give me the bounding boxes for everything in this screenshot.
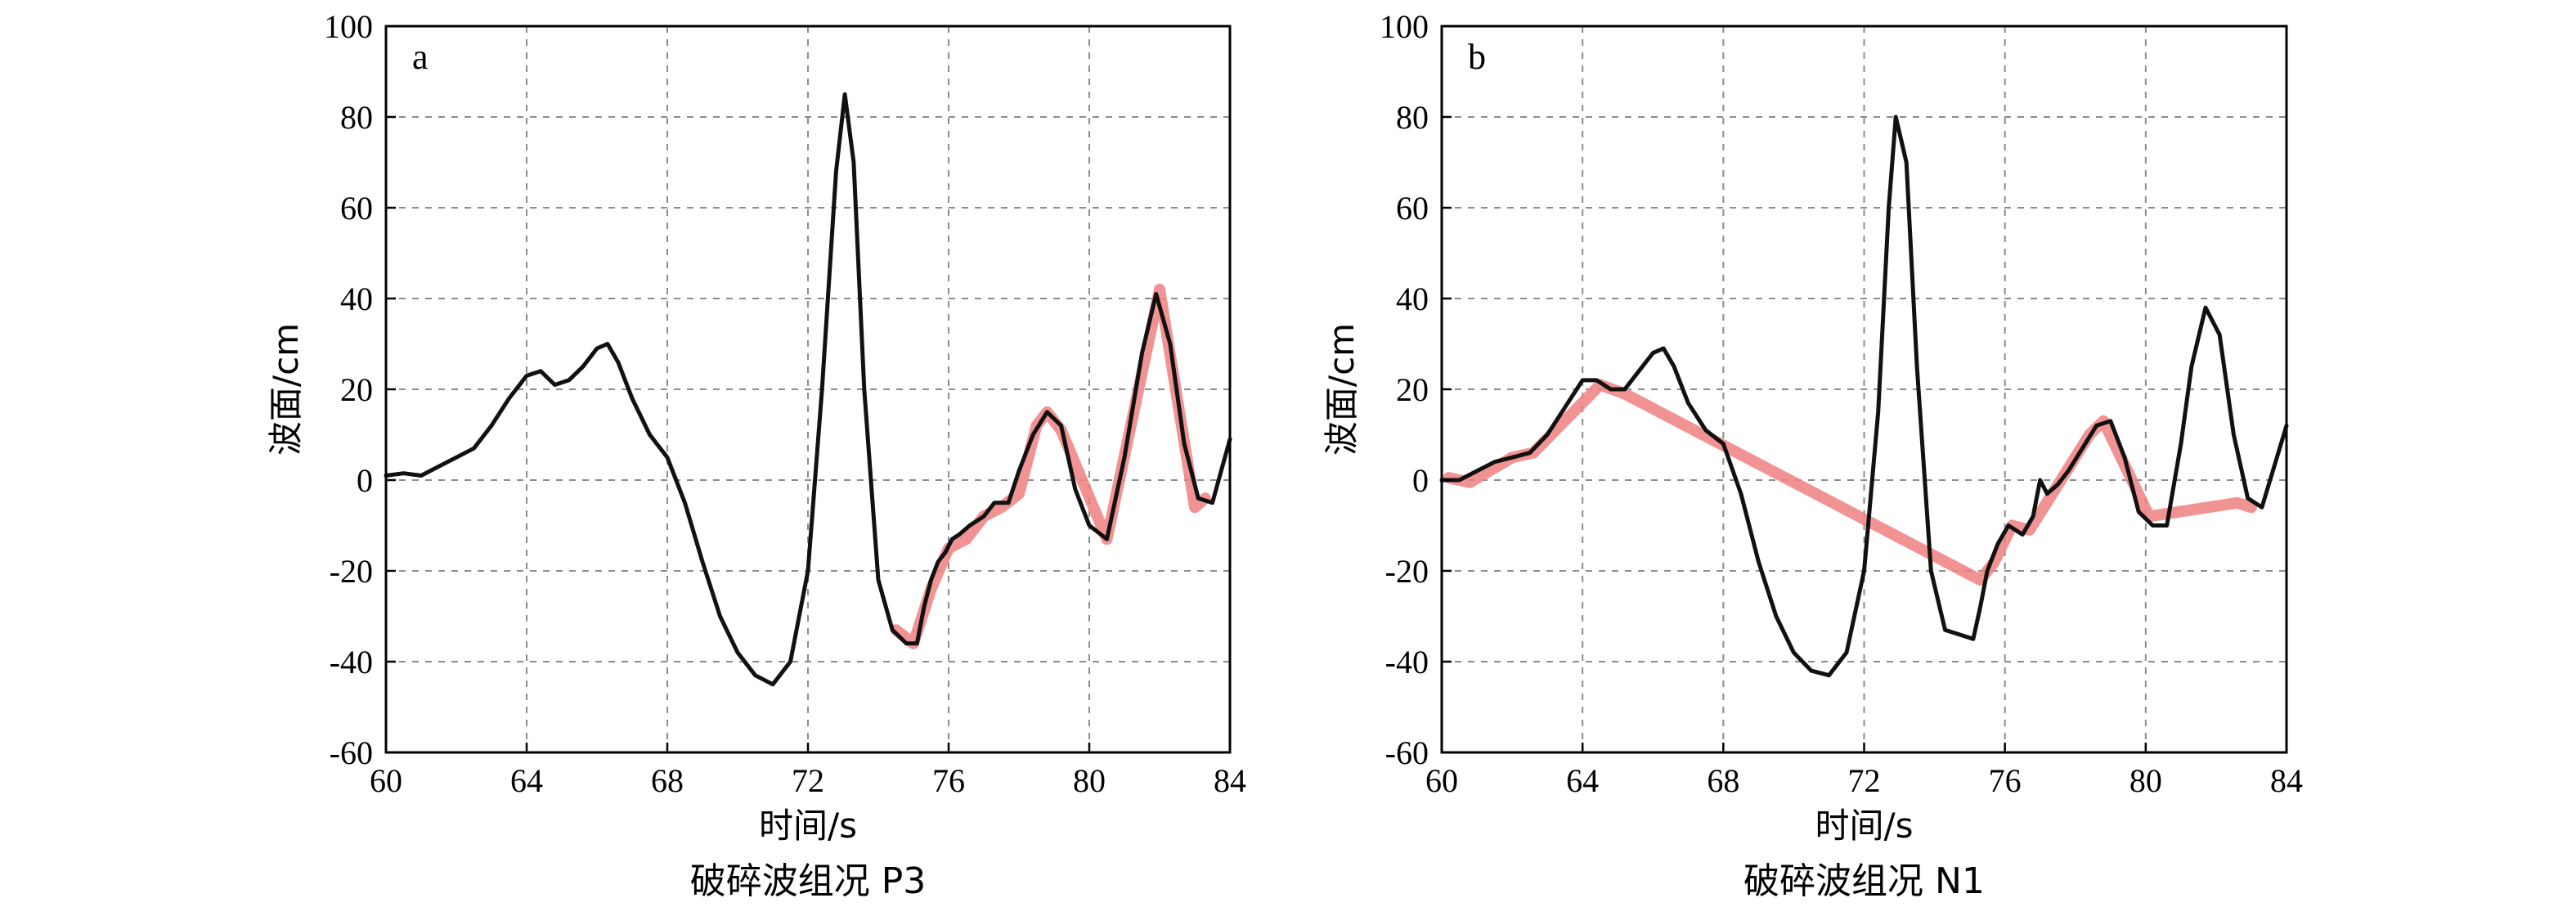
x-tick-label: 60 xyxy=(370,762,402,799)
x-tick-label: 80 xyxy=(2129,762,2162,799)
y-tick-label: 80 xyxy=(340,99,373,136)
y-tick-label: 20 xyxy=(1396,371,1429,408)
y-tick-label: 20 xyxy=(340,371,373,408)
x-tick-label: 76 xyxy=(932,762,965,799)
panel-caption: 破碎波组况 N1 xyxy=(1744,860,1985,902)
x-tick-label: 84 xyxy=(2270,762,2303,799)
y-tick-label: -40 xyxy=(330,644,373,680)
y-tick-label: 40 xyxy=(340,281,373,317)
x-tick-label: 64 xyxy=(1566,762,1599,799)
series-line-black xyxy=(384,92,1232,687)
x-tick-label: 68 xyxy=(651,762,684,799)
y-tick-label: -60 xyxy=(1385,734,1429,771)
x-tick-label: 68 xyxy=(1707,762,1739,799)
y-tick-label: 60 xyxy=(1396,190,1429,227)
x-tick-label: 60 xyxy=(1425,762,1458,799)
panel-caption: 破碎波组况 P3 xyxy=(690,860,927,902)
y-axis-label: 波面/cm xyxy=(266,323,306,456)
y-tick-label: 100 xyxy=(324,8,373,45)
x-axis-label: 时间/s xyxy=(1815,806,1913,846)
x-tick-label: 72 xyxy=(1848,762,1881,799)
x-tick-label: 64 xyxy=(510,762,543,799)
y-tick-label: 0 xyxy=(357,462,373,499)
panel-b: 60 64 68 72 76 80 84 -60 -40 -20 0 20 40 60 80 100 b 时间/s… xyxy=(1322,8,2303,902)
x-tick-label: 84 xyxy=(1214,762,1246,799)
panel-label: b xyxy=(1468,37,1486,77)
x-tick-label: 76 xyxy=(1989,762,2022,799)
y-tick-label: -40 xyxy=(1385,644,1429,680)
y-tick-label: 60 xyxy=(340,190,373,227)
x-tick-label: 80 xyxy=(1073,762,1106,799)
x-tick-label: 72 xyxy=(792,762,824,799)
panel-a: 60 64 68 72 76 80 84 -60 -40 -20 0 20 40 60 80 100 a 时间/s… xyxy=(266,8,1246,902)
y-tick-label: 40 xyxy=(1396,281,1429,317)
series-line-red xyxy=(890,283,1211,649)
series-line-black xyxy=(1439,114,2289,678)
y-tick-label: -20 xyxy=(330,553,373,590)
y-tick-label: 100 xyxy=(1380,8,1429,45)
x-axis-label: 时间/s xyxy=(759,806,857,846)
y-tick-label: -60 xyxy=(330,734,373,771)
y-tick-label: -20 xyxy=(1385,553,1429,590)
panel-label: a xyxy=(412,37,429,77)
y-axis-label: 波面/cm xyxy=(1322,323,1362,456)
y-tick-label: 80 xyxy=(1396,99,1429,136)
y-tick-label: 0 xyxy=(1412,462,1429,499)
